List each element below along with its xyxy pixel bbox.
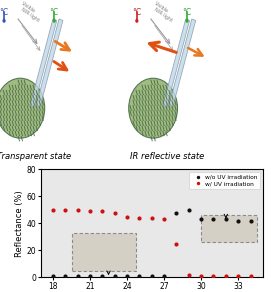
Point bbox=[187, 208, 191, 212]
Polygon shape bbox=[169, 19, 196, 107]
Point bbox=[162, 274, 166, 278]
Circle shape bbox=[53, 19, 56, 23]
Circle shape bbox=[135, 19, 138, 23]
FancyBboxPatch shape bbox=[72, 233, 136, 271]
Legend: w/o UV irradiation, w/ UV irradiation: w/o UV irradiation, w/ UV irradiation bbox=[189, 172, 260, 189]
Text: Transparent state: Transparent state bbox=[0, 152, 71, 161]
Point bbox=[88, 209, 92, 213]
Point bbox=[199, 274, 203, 278]
Point bbox=[150, 215, 154, 220]
Point bbox=[248, 274, 253, 278]
Polygon shape bbox=[36, 19, 63, 107]
Text: Visible: Visible bbox=[153, 1, 169, 14]
Point bbox=[63, 208, 67, 212]
Point bbox=[100, 274, 105, 278]
Circle shape bbox=[0, 78, 45, 138]
Text: IR reflective state: IR reflective state bbox=[130, 152, 204, 161]
Point bbox=[236, 274, 240, 278]
Point bbox=[112, 274, 117, 278]
Point bbox=[51, 208, 55, 212]
Point bbox=[112, 210, 117, 215]
Point bbox=[76, 208, 80, 212]
FancyBboxPatch shape bbox=[201, 215, 257, 242]
Point bbox=[150, 274, 154, 278]
Point bbox=[100, 209, 105, 213]
Point bbox=[224, 274, 228, 278]
Text: NIR light: NIR light bbox=[20, 6, 40, 23]
Circle shape bbox=[2, 19, 6, 23]
Point bbox=[199, 217, 203, 222]
Y-axis label: Reflectance (%): Reflectance (%) bbox=[15, 190, 24, 257]
Text: °C: °C bbox=[50, 8, 59, 17]
Point bbox=[174, 241, 179, 246]
Point bbox=[174, 210, 179, 215]
Point bbox=[88, 274, 92, 278]
Point bbox=[76, 274, 80, 278]
Point bbox=[51, 274, 55, 278]
Text: Visible: Visible bbox=[20, 1, 36, 14]
Point bbox=[211, 274, 216, 278]
Text: °C: °C bbox=[132, 8, 141, 17]
Text: NIR light: NIR light bbox=[153, 6, 173, 23]
Text: °C: °C bbox=[0, 8, 9, 17]
Point bbox=[162, 217, 166, 222]
Point bbox=[236, 218, 240, 223]
Text: °C: °C bbox=[182, 8, 192, 17]
Point bbox=[125, 214, 129, 219]
Point bbox=[137, 274, 141, 278]
Point bbox=[248, 218, 253, 223]
Polygon shape bbox=[163, 19, 190, 107]
Point bbox=[125, 274, 129, 278]
Point bbox=[187, 272, 191, 277]
Point bbox=[211, 217, 216, 222]
Polygon shape bbox=[30, 19, 57, 107]
Point bbox=[224, 217, 228, 222]
Circle shape bbox=[129, 78, 178, 138]
Circle shape bbox=[185, 19, 189, 23]
Point bbox=[63, 274, 67, 278]
Point bbox=[137, 215, 141, 220]
